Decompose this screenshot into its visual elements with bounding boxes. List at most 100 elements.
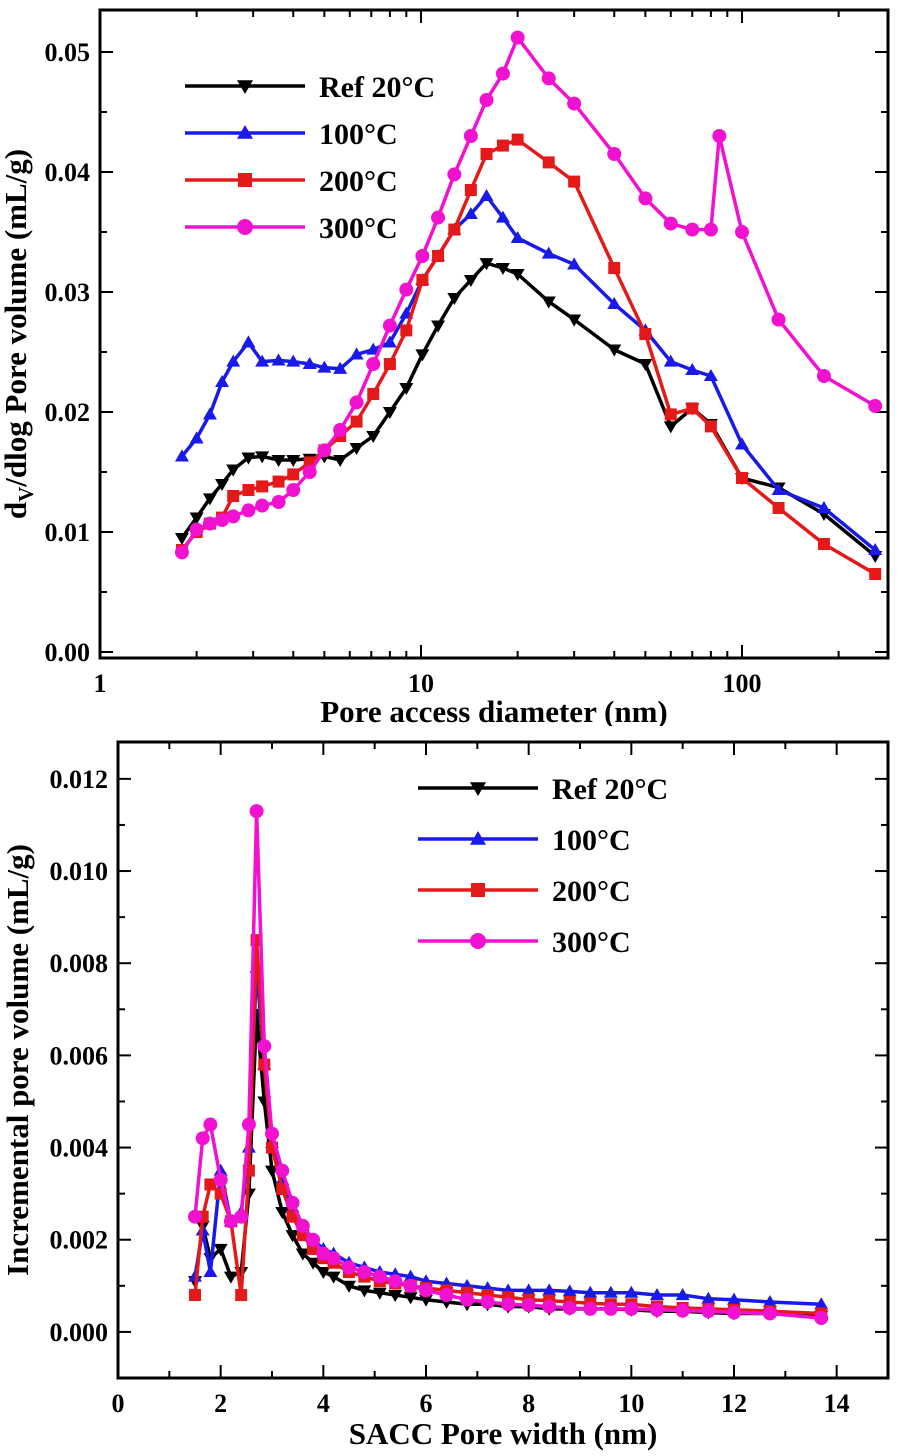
y-tick-label: 0.008: [50, 949, 109, 978]
triangle-up-marker: [271, 353, 286, 366]
triangle-up-marker: [226, 354, 241, 367]
y-tick-label: 0.05: [45, 38, 91, 67]
square-marker: [448, 223, 461, 236]
triangle-down-marker: [275, 1207, 290, 1220]
series-line: [193, 966, 822, 1307]
x-tick-label: 1: [94, 669, 107, 698]
circle-marker: [542, 1299, 557, 1314]
square-marker: [568, 175, 581, 188]
square-marker: [511, 133, 524, 146]
circle-marker: [326, 1251, 341, 1266]
circle-marker: [265, 1126, 279, 1141]
triangle-up-marker: [382, 335, 397, 348]
x-tick-label: 100: [722, 669, 761, 698]
triangle-up-marker: [816, 501, 831, 514]
circle-marker: [285, 1195, 300, 1210]
circle-marker: [403, 1278, 418, 1293]
circle-marker: [419, 1283, 433, 1298]
circle-marker: [388, 1274, 403, 1289]
triangle-up-marker: [521, 1283, 536, 1296]
triangle-down-marker: [357, 1285, 372, 1298]
triangle-up-marker: [470, 831, 486, 845]
circle-marker: [583, 1301, 598, 1316]
circle-marker: [271, 495, 286, 509]
circle-marker: [174, 545, 189, 560]
circle-marker: [463, 129, 478, 143]
triangle-down-marker: [237, 80, 253, 94]
circle-marker: [868, 399, 883, 413]
triangle-down-marker: [349, 442, 364, 455]
circle-marker: [447, 167, 462, 182]
series-line: [180, 35, 877, 554]
circle-marker: [567, 96, 582, 111]
circle-marker: [333, 423, 348, 437]
circle-marker: [302, 465, 317, 479]
circle-marker: [349, 395, 364, 410]
triangle-down-marker: [174, 532, 189, 545]
triangle-down-marker: [366, 430, 381, 443]
circle-marker: [685, 222, 700, 237]
triangle-down-marker: [241, 452, 256, 465]
y-tick-label: 0.002: [50, 1226, 109, 1255]
x-tick-label: 10: [408, 669, 434, 698]
circle-marker: [202, 516, 217, 531]
square-marker: [432, 250, 445, 262]
triangle-up-marker: [189, 431, 204, 444]
circle-marker: [431, 210, 446, 225]
circle-marker: [295, 1218, 310, 1233]
triangle-up-marker: [567, 257, 582, 270]
square-marker: [350, 415, 363, 428]
triangle-up-marker: [868, 543, 883, 556]
circle-marker: [317, 443, 332, 458]
series-line: [180, 137, 877, 576]
circle-marker: [189, 522, 204, 537]
x-tick-label: 4: [317, 1389, 330, 1418]
triangle-up-marker: [603, 1285, 618, 1298]
legend-label: Ref 20°C: [319, 71, 435, 104]
x-tick-label: 8: [522, 1389, 535, 1418]
triangle-down-marker: [342, 1280, 356, 1293]
triangle-down-marker: [295, 1248, 310, 1261]
legend-label: 100°C: [552, 824, 631, 857]
triangle-up-marker: [317, 360, 332, 373]
triangle-down-marker: [226, 464, 241, 477]
x-tick-label: 2: [214, 1389, 227, 1418]
y-tick-label: 0.010: [50, 857, 109, 886]
triangle-down-marker: [189, 512, 204, 525]
y-tick-label: 0.02: [45, 398, 91, 427]
x-axis-label: Pore access diameter (nm): [320, 694, 667, 726]
triangle-down-marker: [202, 493, 217, 506]
triangle-down-marker: [372, 1287, 387, 1300]
circle-marker: [203, 1117, 218, 1132]
circle-marker: [701, 1304, 716, 1319]
triangle-down-marker: [213, 1243, 228, 1256]
square-marker: [772, 502, 785, 514]
triangle-down-marker: [567, 314, 582, 327]
triangle-up-marker: [541, 246, 556, 259]
triangle-down-marker: [495, 262, 510, 275]
square-marker: [686, 402, 699, 415]
square-marker: [608, 262, 621, 274]
circle-marker: [624, 1301, 639, 1316]
circle-marker: [372, 1269, 387, 1284]
triangle-up-marker: [762, 1294, 777, 1307]
circle-marker: [357, 1265, 372, 1279]
circle-marker: [510, 30, 525, 45]
triangle-up-marker: [286, 354, 301, 367]
pore-access-diameter-chart-svg: 1 10 100 0.00 0.01 0.02 0.03 0.04 0.05 Ref 20°C 10…: [0, 8, 890, 729]
circle-marker: [734, 225, 749, 239]
triangle-down-marker: [255, 451, 270, 464]
circle-marker: [439, 1288, 454, 1303]
pore-access-diameter-chart: 1 10 100 0.00 0.01 0.02 0.03 0.04 0.05 Ref 20°C 10…: [0, 0, 908, 729]
y-tick-label: 0.004: [50, 1134, 109, 1163]
square-marker: [276, 1183, 289, 1196]
triangle-down-marker: [271, 454, 286, 467]
y-axis-label: Incremental pore volume (mL/g): [0, 844, 35, 1276]
triangle-down-marker: [510, 268, 525, 281]
triangle-up-marker: [734, 437, 749, 450]
triangle-down-marker: [447, 292, 462, 305]
triangle-up-marker: [701, 1291, 716, 1304]
triangle-up-marker: [302, 357, 317, 370]
circle-marker: [226, 509, 241, 524]
square-marker: [383, 358, 396, 370]
